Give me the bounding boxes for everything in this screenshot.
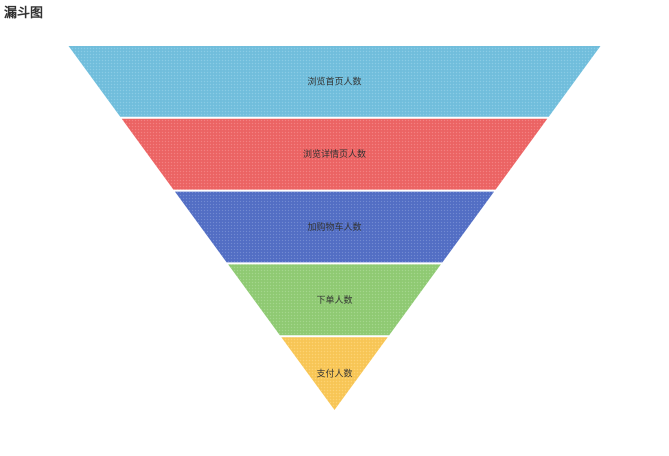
funnel-stage-label-5: 支付人数	[316, 368, 352, 380]
funnel-stage-texture-5	[281, 337, 388, 410]
funnel-stage-label-1: 浏览首页人数	[307, 75, 361, 87]
funnel-stage-label-4: 下单人数	[316, 294, 352, 306]
funnel-stage-texture-3	[174, 191, 495, 263]
chart-title: 漏斗图	[4, 6, 44, 21]
funnel-stage-texture-2	[121, 118, 548, 190]
funnel-stage-texture-4	[228, 264, 441, 336]
funnel-stage-label-3: 加购物车人数	[307, 221, 361, 233]
funnel-stage-texture-1	[68, 46, 601, 117]
funnel-stage-label-2: 浏览详情页人数	[303, 148, 366, 160]
